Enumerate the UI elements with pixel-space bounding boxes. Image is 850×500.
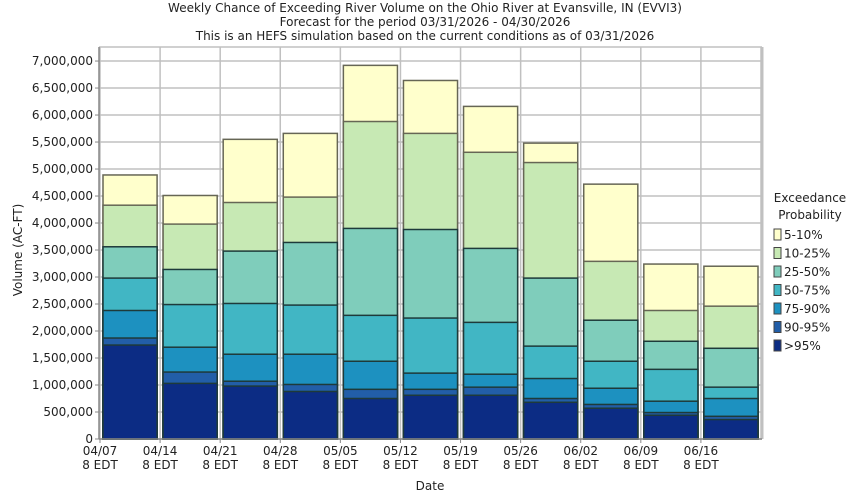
x-tick-label-time: 8 EDT <box>262 458 298 472</box>
x-tick-label-date: 06/16 <box>684 444 719 458</box>
legend-swatch-0 <box>773 228 782 241</box>
y-tick-label: 1,000,000 <box>32 378 93 392</box>
x-tick-label-time: 8 EDT <box>323 458 359 472</box>
legend-label-5: 90-95% <box>784 321 830 335</box>
x-tick-label-date: 04/21 <box>203 444 238 458</box>
bar-95-5 <box>402 394 459 440</box>
bar-95-2 <box>222 385 279 440</box>
y-tick-label: 500,000 <box>43 405 93 419</box>
x-tick-label-time: 8 EDT <box>683 458 719 472</box>
chart-subtitle-period: Forecast for the period 03/31/2026 - 04/… <box>279 15 571 29</box>
legend-swatch-4 <box>773 302 782 315</box>
legend-swatch-5 <box>773 321 782 333</box>
bar-95-0 <box>102 344 158 440</box>
x-tick-label-time: 8 EDT <box>82 458 118 472</box>
legend-label-0: 5-10% <box>784 228 823 242</box>
legend-swatch-2 <box>773 265 782 278</box>
bar-95-3 <box>282 390 339 440</box>
y-axis-title: Volume (AC-FT) <box>11 204 25 297</box>
x-tick-label-date: 06/09 <box>624 444 659 458</box>
x-tick-label-date: 06/02 <box>563 444 598 458</box>
x-tick-label-time: 8 EDT <box>383 458 419 472</box>
x-tick-label-date: 05/12 <box>383 444 418 458</box>
legend-swatch-6 <box>773 339 782 352</box>
y-tick-label: 4,500,000 <box>32 189 93 203</box>
legend-title-line2: Probability <box>778 208 841 222</box>
legend-title-line1: Exceedance <box>774 191 846 205</box>
bar-95-4 <box>342 397 399 440</box>
x-tick-label-date: 04/28 <box>263 444 298 458</box>
y-tick-label: 5,500,000 <box>32 135 93 149</box>
chart-title: Weekly Chance of Exceeding River Volume … <box>168 1 682 15</box>
x-tick-label-time: 8 EDT <box>623 458 659 472</box>
x-tick-label-time: 8 EDT <box>202 458 238 472</box>
y-tick-label: 2,500,000 <box>32 297 93 311</box>
x-tick-label-date: 04/14 <box>143 444 178 458</box>
bar-95-7 <box>522 401 579 440</box>
bar-95-9 <box>643 414 699 440</box>
x-tick-label-date: 05/19 <box>443 444 478 458</box>
y-tick-label: 3,000,000 <box>32 270 93 284</box>
y-tick-label: 7,000,000 <box>32 54 93 68</box>
legend-label-3: 50-75% <box>784 284 830 298</box>
x-tick-label-time: 8 EDT <box>503 458 539 472</box>
y-tick-label: 2,000,000 <box>32 324 93 338</box>
legend-label-6: >95% <box>784 339 821 353</box>
bar-95-10 <box>703 418 759 440</box>
legend-label-4: 75-90% <box>784 302 830 316</box>
chart-subtitle-simulation: This is an HEFS simulation based on the … <box>195 29 655 43</box>
legend-swatch-3 <box>773 284 782 296</box>
x-tick-label-time: 8 EDT <box>563 458 599 472</box>
x-tick-label-date: 05/26 <box>503 444 538 458</box>
x-tick-label-time: 8 EDT <box>443 458 479 472</box>
legend-swatch-1 <box>773 247 782 259</box>
y-tick-label: 1,500,000 <box>32 351 93 365</box>
y-tick-label: 6,500,000 <box>32 81 93 95</box>
y-tick-label: 6,000,000 <box>32 108 93 122</box>
bar-95-8 <box>582 407 639 440</box>
y-tick-label: 0 <box>85 432 93 446</box>
bar-95-1 <box>162 382 218 440</box>
y-tick-label: 3,500,000 <box>32 243 93 257</box>
y-tick-label: 5,000,000 <box>32 162 93 176</box>
bar-95-6 <box>462 394 519 440</box>
y-tick-label: 4,000,000 <box>32 216 93 230</box>
x-tick-label-date: 04/07 <box>83 444 118 458</box>
x-tick-label-date: 05/05 <box>323 444 358 458</box>
x-tick-label-time: 8 EDT <box>142 458 178 472</box>
legend-label-1: 10-25% <box>784 247 830 261</box>
legend-label-2: 25-50% <box>784 265 830 279</box>
x-axis-title: Date <box>416 479 445 493</box>
